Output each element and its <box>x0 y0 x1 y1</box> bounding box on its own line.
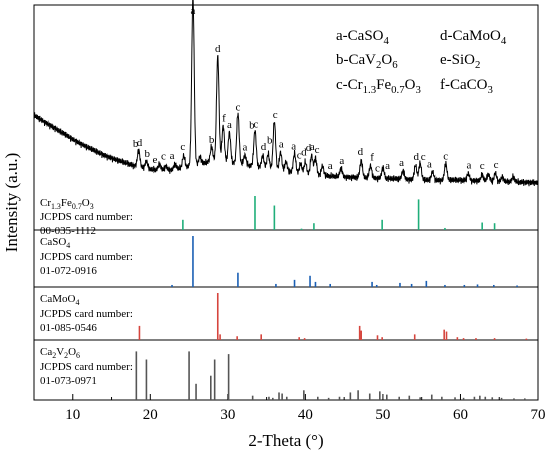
legend-entry: f-CaCO3 <box>440 77 493 96</box>
peak-label: c <box>273 109 278 121</box>
peak-label: a <box>227 119 232 131</box>
peak-label: a <box>242 142 247 154</box>
reference-phase-name: Ca2V2O6 <box>40 346 80 360</box>
reference-phase-name: CaSO4 <box>40 236 70 250</box>
reference-phase-name: Cr1.3Fe0.7O3 <box>40 197 94 211</box>
peak-label: c <box>180 141 185 153</box>
peak-label: d <box>137 137 143 149</box>
peak-label: d <box>215 43 221 55</box>
peak-label: b <box>267 134 273 146</box>
reference-card-label: JCPDS card number: <box>40 211 133 223</box>
peak-label: a <box>467 160 472 172</box>
peak-label: a <box>279 139 284 151</box>
peak-label: c <box>494 159 499 171</box>
x-axis-label: 2-Theta (°) <box>248 431 323 450</box>
peak-label: c <box>253 118 258 130</box>
peak-label: b <box>249 120 255 132</box>
peak-label: d <box>358 146 364 158</box>
reference-card-number: 00-035-1112 <box>40 225 96 237</box>
x-tick-label: 30 <box>220 407 235 423</box>
peak-label: c <box>297 149 302 161</box>
legend-entry: c-Cr1.3Fe0.7O3 <box>336 77 421 96</box>
y-axis-label: Intensity (a.u.) <box>2 153 21 253</box>
peak-label: c <box>235 101 240 113</box>
peak-label: f <box>370 151 374 163</box>
peak-label: f <box>222 113 226 125</box>
peak-label: a <box>191 5 196 17</box>
peak-label: b <box>133 138 139 150</box>
peak-label: c <box>375 162 380 174</box>
peak-label: b <box>144 148 150 160</box>
peak-label: d <box>261 141 267 153</box>
peak-label: a <box>427 159 432 171</box>
reference-card-number: 01-073-0971 <box>40 375 97 387</box>
x-tick-label: 10 <box>65 407 80 423</box>
peak-label: a <box>339 155 344 167</box>
reference-phase-name: CaMoO4 <box>40 293 79 307</box>
x-tick-label: 20 <box>143 407 158 423</box>
peak-label: c <box>315 144 320 156</box>
reference-card-number: 01-085-0546 <box>40 322 97 334</box>
peak-label: a <box>385 160 390 172</box>
legend-entry: a-CaSO4 <box>336 28 390 47</box>
peak-label: d <box>414 151 420 163</box>
reference-card-label: JCPDS card number: <box>40 361 133 373</box>
reference-card-label: JCPDS card number: <box>40 308 133 320</box>
peak-label: a <box>291 140 296 152</box>
peak-label: a <box>310 141 315 153</box>
reference-card-label: JCPDS card number: <box>40 251 133 263</box>
peak-label: a <box>328 160 333 172</box>
peak-label: b <box>209 134 215 146</box>
peak-label: c <box>443 150 448 162</box>
legend-entry: e-SiO2 <box>440 52 480 71</box>
peak-label: c <box>480 160 485 172</box>
peak-label: d <box>306 142 312 154</box>
x-tick-label: 70 <box>531 407 546 423</box>
reference-card-number: 01-072-0916 <box>40 265 97 277</box>
legend-entry: b-CaV2O6 <box>336 52 398 71</box>
peak-label: a <box>170 150 175 162</box>
x-tick-label: 60 <box>453 407 468 423</box>
xrd-pattern-line <box>33 0 539 187</box>
peak-label: a <box>399 157 404 169</box>
x-tick-label: 40 <box>298 407 313 423</box>
peak-label: e <box>153 154 158 166</box>
peak-label: c <box>421 151 426 163</box>
x-tick-label: 50 <box>375 407 390 423</box>
peak-label: c <box>161 150 166 162</box>
peak-label: d <box>301 146 307 158</box>
legend-entry: d-CaMoO4 <box>440 28 507 47</box>
